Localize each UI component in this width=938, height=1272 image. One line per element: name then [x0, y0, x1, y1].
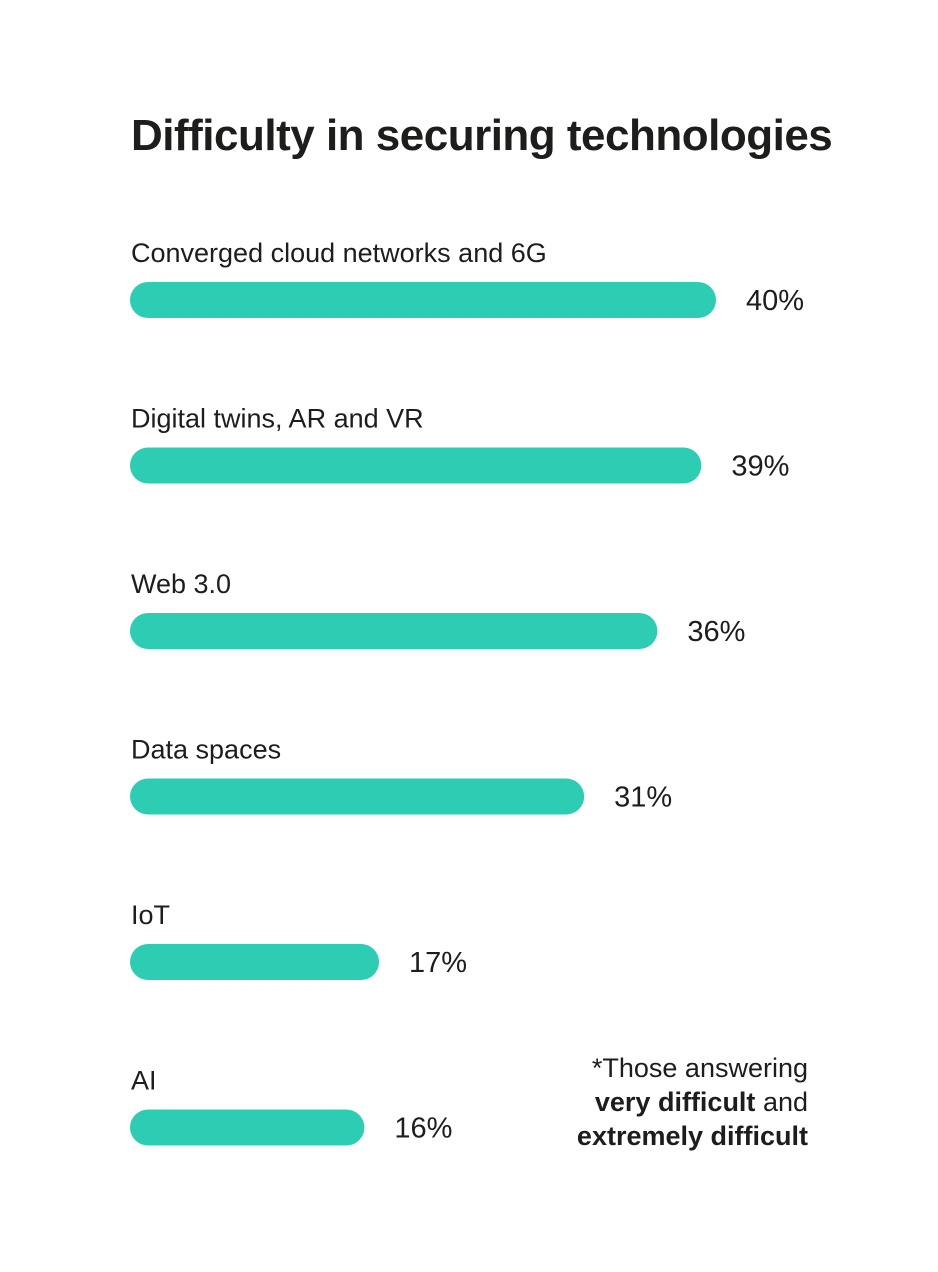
category-label: Digital twins, AR and VR: [131, 404, 424, 434]
category-label: AI: [131, 1066, 157, 1096]
value-label: 36%: [687, 616, 745, 648]
footnote-emphasis-very-difficult: very difficult: [594, 1087, 756, 1117]
value-label: 16%: [394, 1113, 452, 1145]
value-label: 39%: [731, 451, 789, 483]
category-label: Converged cloud networks and 6G: [131, 238, 547, 268]
bar: [130, 282, 716, 318]
bar: [130, 447, 702, 484]
bar: [130, 1109, 365, 1146]
footnote-line-1: *Those answering: [591, 1053, 808, 1083]
chart-title: Difficulty in securing technologies: [131, 111, 833, 160]
category-label: Data spaces: [131, 735, 281, 765]
category-label: Web 3.0: [131, 569, 231, 599]
bar: [130, 613, 658, 649]
value-label: 31%: [614, 782, 672, 814]
footnote-line-2-rest: and: [755, 1087, 808, 1117]
bar: [130, 778, 585, 815]
bar: [130, 944, 380, 980]
category-label: IoT: [131, 900, 170, 930]
footnote: *Those answering very difficult and extr…: [577, 1051, 808, 1153]
value-label: 40%: [746, 285, 804, 317]
footnote-emphasis-extremely-difficult: extremely difficult: [576, 1121, 808, 1151]
value-label: 17%: [409, 947, 467, 979]
